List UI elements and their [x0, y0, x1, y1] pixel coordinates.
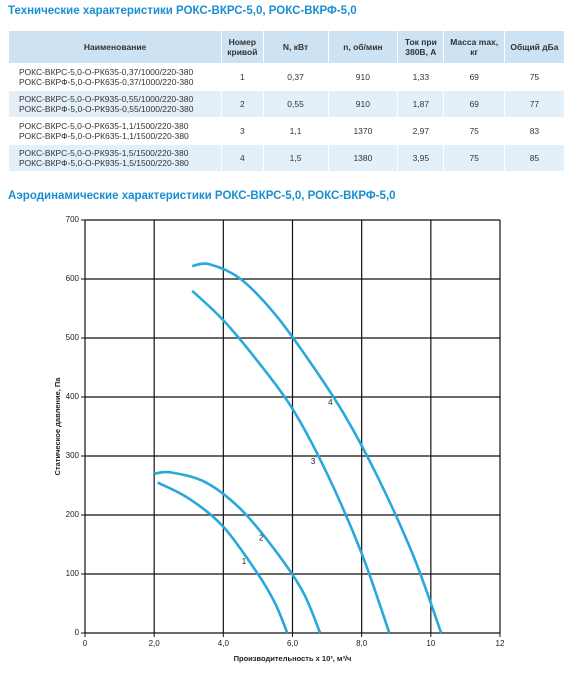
x-tick-label: 6,0 — [287, 639, 299, 648]
header-cell: Общий дБа — [503, 30, 566, 64]
table-cell: 1,33 — [397, 63, 445, 91]
curve — [153, 470, 322, 634]
y-tick-label: 500 — [66, 333, 80, 342]
table-cell: 1370 — [327, 117, 399, 145]
curve — [191, 289, 391, 634]
header-row: Наименование Номер кривой N, кВт n, об/мин Т… — [7, 30, 566, 64]
x-tick-label: 8,0 — [356, 639, 368, 648]
table-cell: 75 — [503, 63, 566, 91]
x-tick-label: 0 — [83, 639, 88, 648]
y-axis-title: Статическое давление, Па — [53, 377, 62, 476]
x-tick-label: 4,0 — [218, 639, 230, 648]
table-cell: 1,87 — [397, 90, 445, 118]
table-cell: 69 — [443, 90, 505, 118]
name-line: РОКС-ВКРФ-5,0-О-РК635-1,1/1500/220-380 — [19, 131, 189, 141]
name-cell: РОКС-ВКРС-5,0-О-РК935-1,5/1500/220-380 РО… — [7, 144, 223, 172]
table-cell: 1,1 — [262, 117, 329, 145]
name-line: РОКС-ВКРС-5,0-О-РК935-1,5/1500/220-380 — [19, 148, 189, 158]
y-tick-label: 400 — [66, 392, 80, 401]
table-cell: 85 — [503, 144, 566, 172]
table-cell: 75 — [443, 117, 505, 145]
x-tick-label: 2,0 — [149, 639, 161, 648]
table-cell: 3 — [221, 117, 264, 145]
table-cell: 3,95 — [397, 144, 445, 172]
table-row: РОКС-ВКРС-5,0-О-РК635-0,37/1000/220-380 Р… — [7, 63, 566, 91]
curve-label: 4 — [328, 398, 333, 407]
table-cell: 910 — [327, 90, 399, 118]
header-cell: Ток при 380В, А — [397, 30, 445, 64]
spec-table: Наименование Номер кривой N, кВт n, об/мин Т… — [7, 30, 566, 172]
table-row: РОКС-ВКРС-5,0-О-РК935-0,55/1000/220-380 Р… — [7, 90, 566, 118]
y-tick-label: 300 — [66, 451, 80, 460]
header-cell: N, кВт — [262, 30, 329, 64]
curve — [191, 262, 443, 634]
header-cell: Наименование — [7, 30, 223, 64]
header-cell: Номер кривой — [221, 30, 264, 64]
table-cell: 75 — [443, 144, 505, 172]
x-tick-label: 10 — [426, 639, 435, 648]
x-axis-title: Производительность x 10³, м³/ч — [234, 654, 352, 663]
y-tick-label: 200 — [66, 510, 80, 519]
chart-title: Аэродинамические характеристики РОКС-ВКР… — [8, 190, 396, 202]
name-cell: РОКС-ВКРС-5,0-О-РК635-1,1/1500/220-380 РО… — [7, 117, 223, 145]
curve — [157, 481, 289, 634]
table-cell: 69 — [443, 63, 505, 91]
table-cell: 0,37 — [262, 63, 329, 91]
name-line: РОКС-ВКРС-5,0-О-РК635-0,37/1000/220-380 — [19, 67, 194, 77]
table-cell: 1,5 — [262, 144, 329, 172]
table-cell: 77 — [503, 90, 566, 118]
page-title: Технические характеристики РОКС-ВКРС-5,0… — [8, 5, 357, 17]
name-line: РОКС-ВКРФ-5,0-О-РК935-1,5/1500/220-380 — [19, 158, 189, 168]
name-line: РОКС-ВКРС-5,0-О-РК635-1,1/1500/220-380 — [19, 121, 189, 131]
table-cell: 2 — [221, 90, 264, 118]
curve-label: 3 — [311, 457, 316, 466]
y-tick-label: 700 — [66, 215, 80, 224]
table-cell: 1380 — [327, 144, 399, 172]
curve-label: 2 — [259, 534, 264, 543]
y-tick-label: 100 — [66, 569, 80, 578]
table-cell: 83 — [503, 117, 566, 145]
x-tick-label: 12 — [496, 639, 505, 648]
curve-label: 1 — [242, 557, 247, 566]
table-cell: 1 — [221, 63, 264, 91]
table-row: РОКС-ВКРС-5,0-О-РК635-1,1/1500/220-380 РО… — [7, 117, 566, 145]
y-tick-label: 0 — [75, 628, 80, 637]
name-cell: РОКС-ВКРС-5,0-О-РК935-0,55/1000/220-380 Р… — [7, 90, 223, 118]
name-line: РОКС-ВКРС-5,0-О-РК935-0,55/1000/220-380 — [19, 94, 194, 104]
name-cell: РОКС-ВКРС-5,0-О-РК635-0,37/1000/220-380 Р… — [7, 63, 223, 91]
table-cell: 910 — [327, 63, 399, 91]
header-cell: Масса max, кг — [443, 30, 505, 64]
table-cell: 0,55 — [262, 90, 329, 118]
name-line: РОКС-ВКРФ-5,0-О-РК635-0,37/1000/220-380 — [19, 77, 194, 87]
name-line: РОКС-ВКРФ-5,0-О-РК935-0,55/1000/220-380 — [19, 104, 194, 114]
table-cell: 4 — [221, 144, 264, 172]
header-cell: n, об/мин — [327, 30, 399, 64]
table-row: РОКС-ВКРС-5,0-О-РК935-1,5/1500/220-380 РО… — [7, 144, 566, 172]
y-tick-label: 600 — [66, 274, 80, 283]
table-cell: 2,97 — [397, 117, 445, 145]
